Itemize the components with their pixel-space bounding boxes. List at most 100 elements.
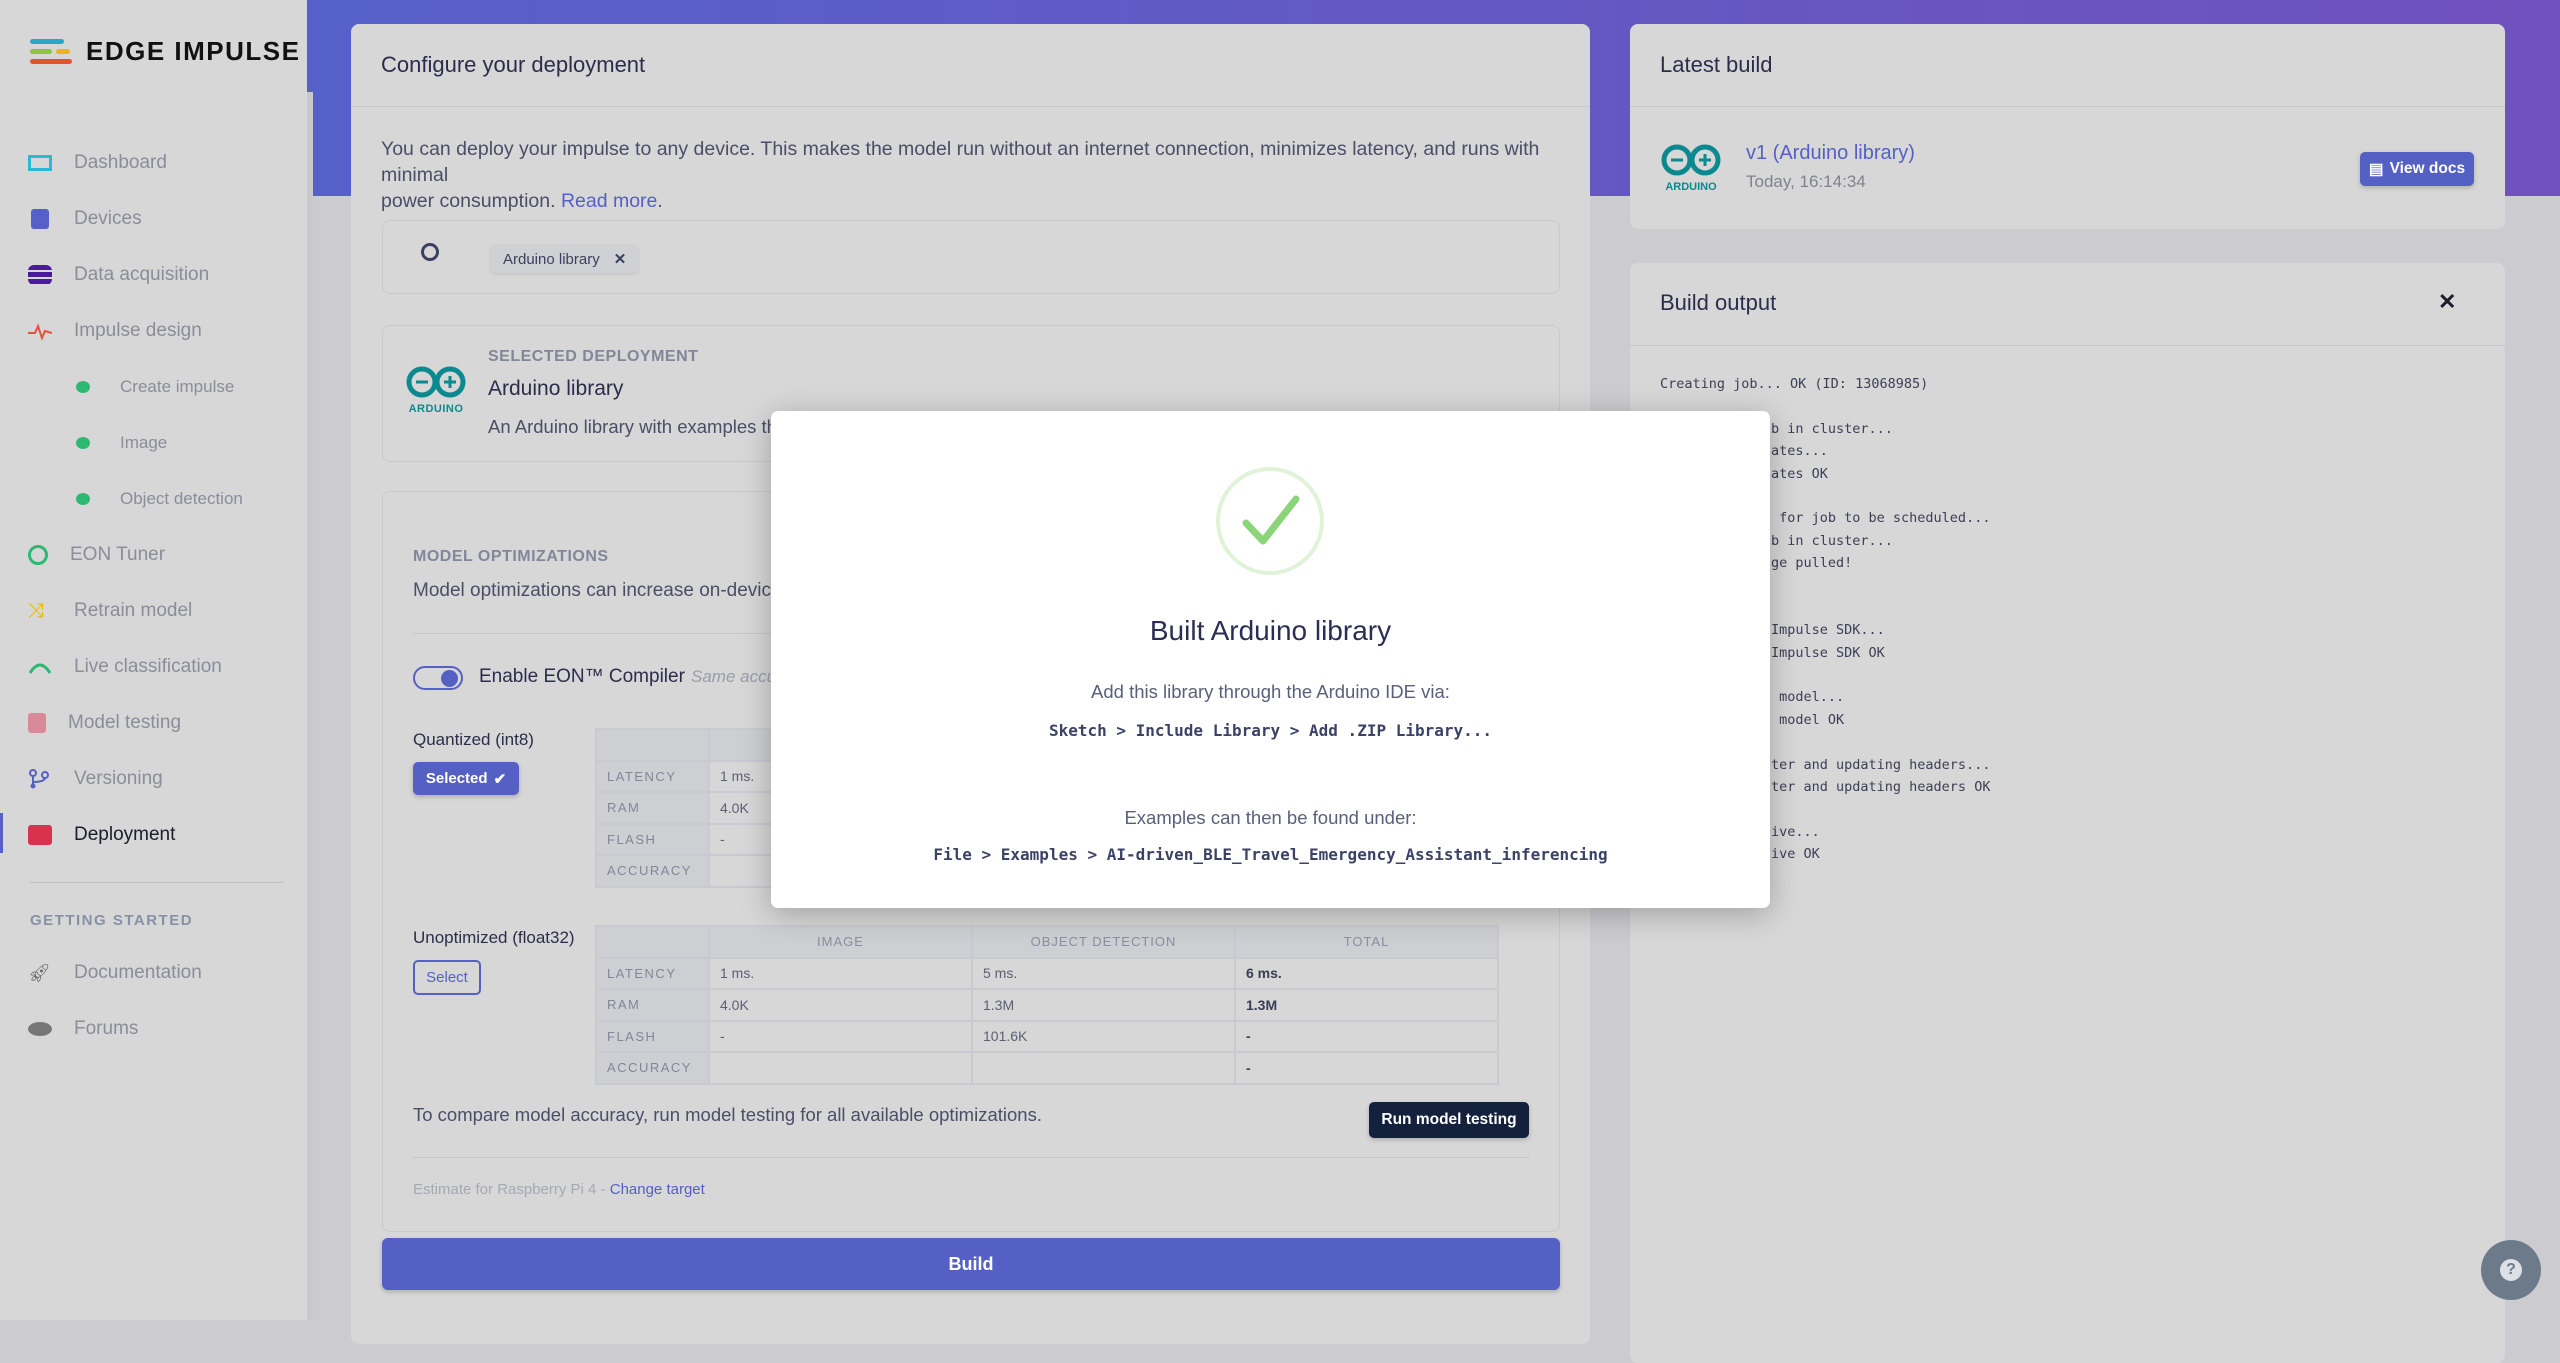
sidebar-item-label: Versioning — [74, 768, 163, 789]
divider — [413, 1157, 1529, 1158]
view-docs-button[interactable]: ▤ View docs — [2360, 152, 2474, 186]
remove-chip-icon[interactable]: ✕ — [613, 251, 627, 268]
help-button[interactable]: ? — [2481, 1240, 2541, 1300]
metric-label: FLASH — [595, 822, 710, 856]
status-dot-icon — [76, 381, 90, 393]
log-line: model OK — [1771, 711, 1845, 728]
sidebar-item-eon-tuner[interactable]: EON Tuner — [28, 540, 165, 570]
close-icon[interactable]: ✕ — [2438, 289, 2457, 314]
button-label: View docs — [2389, 160, 2466, 177]
sidebar-item-label: Documentation — [74, 962, 202, 983]
period: . — [657, 190, 663, 212]
brand-logo[interactable]: EDGE IMPULSE — [30, 36, 300, 67]
sidebar-item-create-impulse[interactable]: Create impulse — [76, 372, 234, 402]
cell-object-detection — [971, 1051, 1236, 1085]
cell-image: - — [708, 1019, 973, 1053]
log-line: b in cluster... — [1771, 532, 1893, 549]
sidebar-item-live-classification[interactable]: Live classification — [28, 652, 222, 682]
document-icon: ▤ — [2368, 160, 2384, 178]
sidebar-item-devices[interactable]: Devices — [28, 204, 142, 234]
select-button[interactable]: Select — [413, 960, 481, 995]
column-header — [595, 925, 710, 959]
selected-deployment-heading: SELECTED DEPLOYMENT — [488, 348, 699, 365]
cell-image — [708, 1051, 973, 1085]
modal-add-text: Add this library through the Arduino IDE… — [1091, 681, 1450, 702]
log-line: ive... — [1771, 823, 1820, 840]
cell-total: - — [1234, 1019, 1499, 1053]
log-line: Impulse SDK... — [1771, 622, 1885, 639]
unoptimized-label: Unoptimized (float32) — [413, 928, 575, 947]
arduino-infinity-icon — [1661, 144, 1721, 176]
sidebar-item-image[interactable]: Image — [76, 428, 167, 458]
chat-icon — [28, 1022, 52, 1036]
log-line: Creating job... OK (ID: 13068985) — [1660, 376, 1929, 392]
column-header: IMAGE — [708, 925, 973, 959]
check-icon: ✔ — [493, 770, 507, 788]
sidebar-item-label: Data acquisition — [74, 264, 210, 285]
divider — [1630, 345, 2505, 346]
modal-examples-text: Examples can then be found under: — [1124, 807, 1417, 828]
chip-icon — [31, 209, 49, 229]
table-row: RAM 4.0K 1.3M 1.3M — [595, 988, 1499, 1022]
cube-icon — [28, 825, 52, 845]
sidebar-item-model-testing[interactable]: Model testing — [28, 708, 181, 738]
log-line — [1771, 575, 1990, 597]
success-check-icon — [1216, 467, 1324, 575]
divider — [351, 106, 1590, 107]
read-more-link[interactable]: Read more — [560, 190, 658, 212]
sidebar-item-object-detection[interactable]: Object detection — [76, 484, 243, 514]
log-line: ates... — [1771, 443, 1828, 460]
build-button[interactable]: Build — [382, 1238, 1560, 1290]
cell-total: 6 ms. — [1234, 956, 1499, 990]
metric-label: LATENCY — [595, 759, 710, 793]
build-time: Today, 16:14:34 — [1746, 172, 1866, 191]
log-line: model... — [1771, 689, 1845, 706]
modal-add-path: Sketch > Include Library > Add .ZIP Libr… — [1048, 721, 1493, 740]
selected-button[interactable]: Selected ✔ — [413, 762, 519, 795]
log-line: ter and updating headers OK — [1771, 779, 1991, 796]
sidebar-item-impulse-design[interactable]: Impulse design — [28, 316, 202, 346]
brand-name: EDGE IMPULSE — [86, 36, 301, 66]
log-line — [1771, 597, 1990, 619]
change-target-link[interactable]: Change target — [609, 1181, 705, 1198]
sidebar-item-retrain-model[interactable]: ⤨ Retrain model — [28, 596, 192, 626]
sidebar-item-data-acquisition[interactable]: Data acquisition — [28, 260, 209, 290]
sidebar-item-dashboard[interactable]: Dashboard — [28, 148, 167, 178]
cell-image: 1 ms. — [708, 956, 973, 990]
sidebar-item-deployment[interactable]: Deployment — [28, 820, 175, 850]
card-title: Build output — [1660, 290, 1777, 315]
cell-object-detection: 5 ms. — [971, 956, 1236, 990]
build-version-link[interactable]: v1 (Arduino library) — [1746, 142, 1915, 164]
log-line: ates OK — [1771, 465, 1828, 482]
sidebar-item-documentation[interactable]: 🚀︎ Documentation — [28, 958, 202, 988]
latest-build-card: Latest build ARDUINO v1 (Arduino library… — [1630, 24, 2505, 229]
metric-label: RAM — [595, 988, 710, 1022]
search-chip: Arduino library ✕ — [491, 245, 639, 273]
run-model-testing-button[interactable]: Run model testing — [1369, 1102, 1529, 1138]
log-line: Impulse SDK OK — [1771, 644, 1885, 661]
estimate-text: Estimate for Raspberry Pi 4 - Change tar… — [413, 1181, 705, 1198]
intro-line: power consumption. — [381, 190, 556, 212]
cell-image: 4.0K — [708, 988, 973, 1022]
deployment-search-box[interactable]: Arduino library ✕ — [382, 220, 1560, 294]
log-line: ter and updating headers... — [1771, 756, 1991, 773]
question-icon: ? — [2500, 1259, 2522, 1281]
sidebar-item-label: Live classification — [74, 656, 222, 677]
unoptimized-metrics-table: IMAGE OBJECT DETECTION TOTAL LATENCY 1 ms. 5… — [595, 925, 1499, 1085]
sidebar-scrollbar[interactable] — [307, 0, 313, 92]
metric-label: ACCURACY — [595, 1051, 710, 1085]
metric-label: ACCURACY — [595, 854, 710, 888]
clipboard-check-icon — [28, 713, 46, 733]
quantized-label: Quantized (int8) — [413, 730, 534, 749]
modal-examples-path: File > Examples > AI-driven_BLE_Travel_E… — [933, 845, 1608, 864]
eon-compiler-label: Enable EON™ Compiler — [479, 666, 685, 687]
sidebar-item-label: Model testing — [68, 712, 182, 733]
build-output-card: Build output ✕ Creating job... OK (ID: 1… — [1630, 263, 2505, 1363]
eon-compiler-toggle[interactable] — [413, 666, 463, 690]
cell-total: 1.3M — [1234, 988, 1499, 1022]
chip-label: Arduino library — [503, 250, 600, 268]
log-line: for job to be scheduled... — [1771, 510, 1991, 527]
sidebar-item-forums[interactable]: Forums — [28, 1014, 138, 1044]
estimate-label: Estimate for Raspberry Pi 4 - — [413, 1181, 610, 1198]
sidebar-item-versioning[interactable]: Versioning — [28, 764, 163, 794]
